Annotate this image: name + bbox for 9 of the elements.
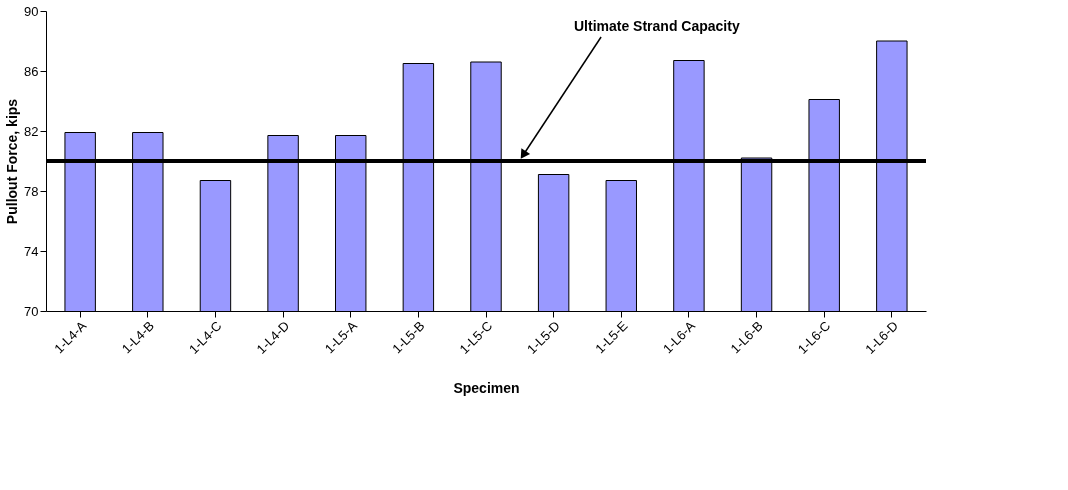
- y-tick-label: 74: [24, 243, 39, 259]
- x-axis-title: Specimen: [453, 379, 520, 396]
- y-tick-label: 86: [24, 63, 39, 79]
- y-tick-label: 70: [24, 303, 39, 319]
- y-tick-label: 78: [24, 183, 39, 199]
- y-tick-label: 82: [24, 123, 39, 139]
- y-tick-label: 90: [24, 3, 39, 19]
- ref-line-label: Ultimate Strand Capacity: [574, 18, 740, 34]
- y-axis-title: Pullout Force, kips: [4, 98, 21, 225]
